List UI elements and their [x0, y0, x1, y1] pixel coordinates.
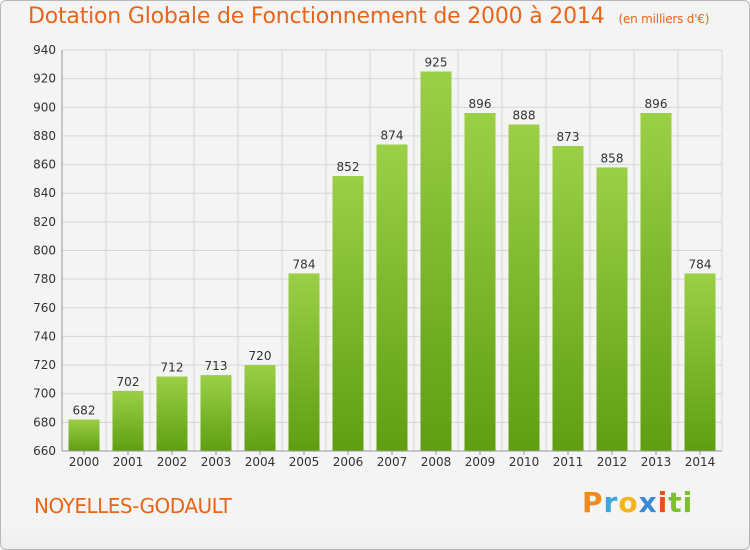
data-label: 925 [425, 55, 448, 69]
logo-letter: x [638, 486, 658, 519]
bar [376, 144, 408, 451]
logo-letter: o [618, 486, 639, 519]
y-tick-label: 680 [33, 415, 56, 429]
x-tick-label: 2000 [69, 455, 100, 469]
logo-letter: P [582, 486, 604, 519]
bar [200, 375, 232, 451]
x-tick-label: 2002 [157, 455, 188, 469]
x-tick-label: 2008 [421, 455, 452, 469]
x-tick-label: 2003 [201, 455, 232, 469]
y-tick-label: 740 [33, 329, 56, 343]
bar [156, 376, 188, 451]
y-tick-label: 660 [33, 444, 56, 458]
x-tick-label: 2014 [685, 455, 716, 469]
bar [288, 273, 320, 451]
x-tick-label: 2012 [597, 455, 628, 469]
data-label: 874 [381, 129, 404, 143]
bar [244, 365, 276, 451]
data-label: 784 [293, 257, 316, 271]
bar [464, 113, 496, 451]
y-tick-label: 880 [33, 129, 56, 143]
data-label: 682 [73, 403, 96, 417]
bar [112, 390, 144, 451]
x-tick-label: 2010 [509, 455, 540, 469]
data-label: 888 [513, 108, 536, 122]
y-tick-label: 940 [33, 43, 56, 57]
chart-title-text: Dotation Globale de Fonctionnement de 20… [28, 4, 605, 29]
bar [684, 273, 716, 451]
y-tick-label: 860 [33, 158, 56, 172]
chart-unit: (en milliers d'€) [618, 12, 710, 26]
logo-letter: ti [668, 486, 694, 519]
chart-title: Dotation Globale de Fonctionnement de 20… [28, 4, 709, 29]
y-tick-label: 840 [33, 186, 56, 200]
x-tick-label: 2007 [377, 455, 408, 469]
data-label: 713 [205, 359, 228, 373]
data-label: 858 [601, 151, 624, 165]
y-tick-label: 800 [33, 244, 56, 258]
bar [420, 71, 452, 451]
data-label: 852 [337, 160, 360, 174]
x-tick-label: 2004 [245, 455, 276, 469]
y-tick-label: 760 [33, 301, 56, 315]
logo-letter: i [657, 486, 669, 519]
data-label: 896 [645, 97, 668, 111]
x-tick-label: 2009 [465, 455, 496, 469]
commune-name: NOYELLES-GODAULT [34, 494, 232, 518]
data-label: 873 [557, 130, 580, 144]
x-tick-label: 2011 [553, 455, 584, 469]
y-tick-label: 900 [33, 100, 56, 114]
x-tick-label: 2013 [641, 455, 672, 469]
data-label: 896 [469, 97, 492, 111]
x-tick-label: 2001 [113, 455, 144, 469]
data-label: 712 [161, 361, 184, 375]
bar [552, 145, 584, 452]
y-tick-label: 820 [33, 215, 56, 229]
y-tick-label: 920 [33, 72, 56, 86]
y-tick-label: 720 [33, 358, 56, 372]
y-tick-label: 780 [33, 272, 56, 286]
x-tick-label: 2005 [289, 455, 320, 469]
data-label: 702 [117, 375, 140, 389]
x-tick-label: 2006 [333, 455, 364, 469]
logo-letter: r [603, 486, 619, 519]
bar [640, 113, 672, 451]
bar [508, 124, 540, 451]
bar [332, 176, 364, 451]
y-tick-label: 700 [33, 387, 56, 401]
bar [596, 167, 628, 451]
proxiti-logo: Proxiti [582, 486, 693, 519]
data-label: 720 [249, 349, 272, 363]
bar [68, 419, 100, 451]
data-label: 784 [689, 257, 712, 271]
